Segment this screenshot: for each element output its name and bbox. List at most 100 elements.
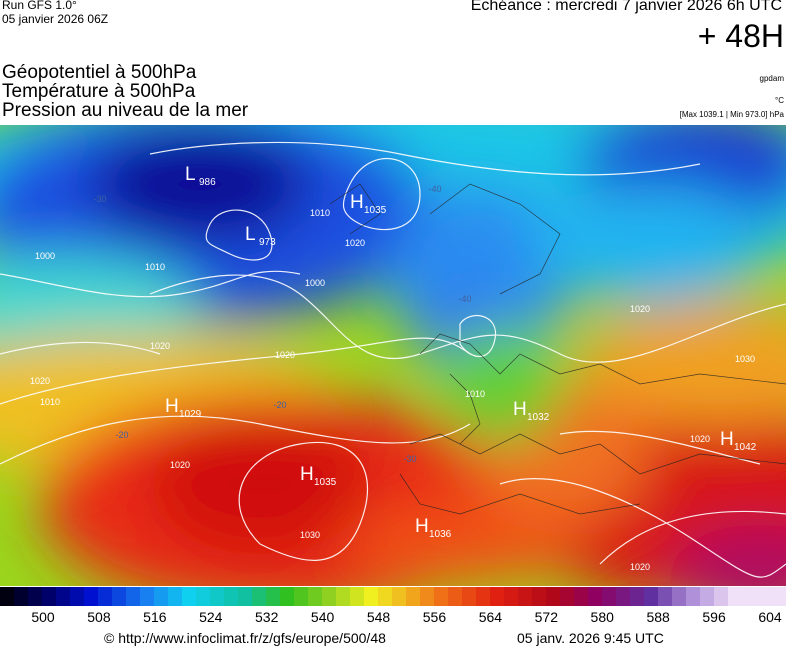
colorbar-swatch (434, 587, 448, 606)
center-letter: H (165, 396, 179, 417)
colorbar-label: 540 (310, 609, 335, 625)
legend-line: Géopotentiel à 500hPa (2, 62, 197, 83)
colorbar-label: 588 (646, 609, 670, 625)
colorbar-swatch (742, 587, 756, 606)
colorbar-swatch (350, 587, 364, 606)
contour-label: 1010 (145, 262, 165, 272)
colorbar-swatch (294, 587, 308, 606)
colorbar-swatch (602, 587, 616, 606)
contour-label: -40 (428, 184, 441, 194)
footer-source: © http://www.infoclimat.fr/z/gfs/europe/… (104, 630, 386, 646)
colorbar-swatch (28, 587, 42, 606)
colorbar-swatch (112, 587, 126, 606)
colorbar-label: 548 (366, 609, 391, 625)
colorbar-label: 500 (31, 609, 55, 625)
contour-label: 1020 (170, 460, 190, 470)
colorbar-swatch (560, 587, 574, 606)
colorbar-swatch (756, 587, 770, 606)
colorbar-label: 564 (478, 609, 503, 625)
center-value: 1035 (364, 205, 387, 216)
colorbar-swatch (238, 587, 252, 606)
colorbar-swatch (658, 587, 672, 606)
contour-label: 1020 (630, 562, 650, 572)
contour-label: 1020 (690, 434, 710, 444)
colorbar-swatch (364, 587, 378, 606)
colorbar-swatch (714, 587, 728, 606)
contour-label: -30 (403, 454, 416, 464)
unit: °C (775, 96, 784, 105)
colorbar-swatch (770, 587, 784, 606)
colorbar-swatch (392, 587, 406, 606)
colorbar-swatch (70, 587, 84, 606)
colorbar-label: 580 (590, 609, 614, 625)
contour-label: 1020 (345, 238, 365, 248)
colorbar-labels: 500 508 516 524 532 540 548 556 564 572 580 588 596 6… (0, 609, 786, 629)
contour-label: 1030 (735, 354, 755, 364)
colorbar-swatch (672, 587, 686, 606)
colorbar-swatch (266, 587, 280, 606)
colorbar-label: 572 (534, 609, 558, 625)
colorbar-label: 516 (143, 609, 167, 625)
colorbar-swatch (784, 587, 786, 606)
colorbar-swatch (196, 587, 210, 606)
center-letter: L (245, 224, 256, 245)
colorbar-swatch (588, 587, 602, 606)
colorbar-swatch (630, 587, 644, 606)
legend-line: Pression au niveau de la mer (2, 100, 249, 121)
colorbar-swatch (224, 587, 238, 606)
colorbar-swatch (728, 587, 742, 606)
center-letter: H (720, 429, 734, 450)
contour-label: 1020 (150, 341, 170, 351)
colorbar-swatch (126, 587, 140, 606)
colorbar-swatch (448, 587, 462, 606)
colorbar-swatch (546, 587, 560, 606)
contour-label: 1020 (630, 304, 650, 314)
colorbar-label: 508 (87, 609, 111, 625)
colorbar-swatch (140, 587, 154, 606)
colorbar-swatch (280, 587, 294, 606)
colorbar-swatch (322, 587, 336, 606)
colorbar-swatch (98, 587, 112, 606)
colorbar-swatch (616, 587, 630, 606)
center-letter: L (185, 164, 196, 185)
contour-label: 1000 (35, 251, 55, 261)
colorbar-swatch (406, 587, 420, 606)
contour-label: 1010 (465, 389, 485, 399)
center-value: 973 (259, 237, 276, 248)
contour-label: -20 (273, 400, 286, 410)
footer-time: 05 janv. 2026 9:45 UTC (517, 630, 664, 646)
contour-label: 1020 (275, 350, 295, 360)
colorbar-swatch (154, 587, 168, 606)
center-letter: H (350, 192, 364, 213)
center-letter: H (300, 464, 314, 485)
center-value: 1029 (179, 409, 202, 420)
contour-label: -20 (115, 430, 128, 440)
run-label: Run GFS 1.0° (2, 0, 77, 12)
unit: gpdam (759, 74, 784, 83)
colorbar-swatch (336, 587, 350, 606)
center-value: 1035 (314, 477, 337, 488)
colorbar-swatch (532, 587, 546, 606)
colorbar-swatch (700, 587, 714, 606)
colorbar-swatch (182, 587, 196, 606)
contour-label: -40 (458, 294, 471, 304)
colorbar-swatch (42, 587, 56, 606)
colorbar-swatch (504, 587, 518, 606)
colorbar-label: 604 (758, 609, 782, 625)
unit: [Max 1039.1 | Min 973.0] hPa (679, 110, 784, 119)
colorbar-swatch (378, 587, 392, 606)
contour-label: 1010 (40, 397, 60, 407)
colorbar-swatch (84, 587, 98, 606)
center-value: 1032 (527, 412, 550, 423)
colorbar-swatch (56, 587, 70, 606)
colorbar-swatch (490, 587, 504, 606)
colorbar-label: 524 (199, 609, 223, 625)
center-value: 986 (199, 177, 216, 188)
center-letter: H (513, 399, 527, 420)
valid-time: Echéance : mercredi 7 janvier 2026 6h UT… (470, 0, 782, 14)
colorbar-swatch (644, 587, 658, 606)
colorbar-swatch (518, 587, 532, 606)
contour-label: 1010 (310, 208, 330, 218)
